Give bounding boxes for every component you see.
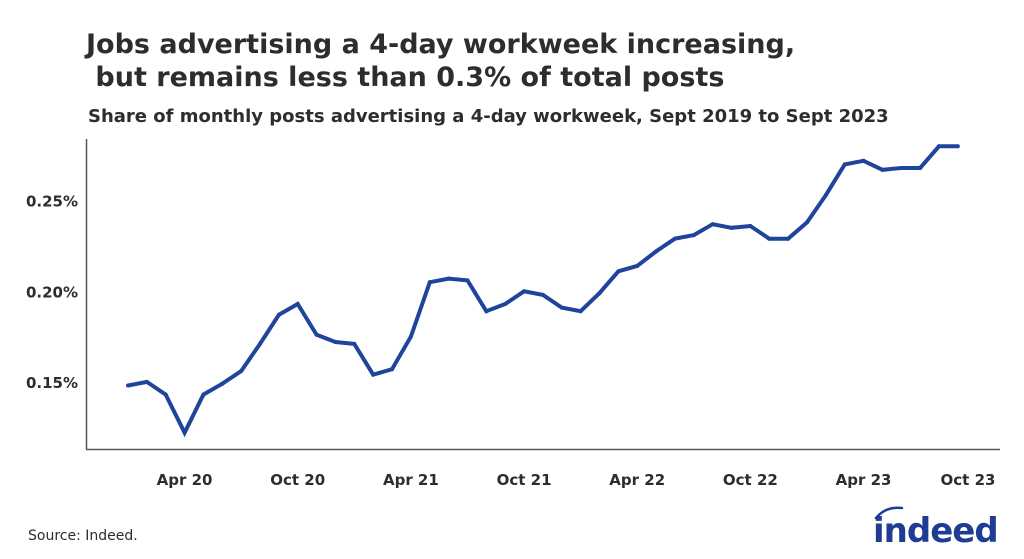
data-point-2021-02 [371,372,376,377]
data-point-2022-12 [786,236,791,241]
data-point-2020-02 [144,379,149,384]
data-point-2023-07 [918,166,923,171]
svg-text:indeed: indeed [873,511,998,548]
data-point-2023-01 [804,220,809,225]
data-point-2021-03 [390,367,395,372]
data-point-2020-09 [276,312,281,317]
data-point-2022-11 [767,236,772,241]
data-point-2021-11 [540,292,545,297]
x-tick-label: Apr 22 [609,471,665,489]
data-point-2020-12 [333,340,338,345]
data-point-2021-06 [446,276,451,281]
x-tick-label: Oct 23 [941,471,996,489]
chart-title: Jobs advertising a 4-day workweek increa… [86,29,796,93]
data-point-2020-04 [182,430,187,435]
data-point-2022-02 [597,291,602,296]
data-point-2021-10 [522,289,527,294]
data-point-2023-08 [936,144,941,149]
y-tick-label: 0.25% [26,193,78,211]
data-point-2022-07 [691,233,696,238]
indeed-logo: indeed [873,506,999,548]
data-point-2020-03 [163,392,168,397]
data-point-2022-09 [729,225,734,230]
data-point-2022-06 [672,236,677,241]
series-line [127,144,958,438]
data-point-2021-08 [484,309,489,314]
x-tick-label: Apr 20 [157,471,213,489]
data-point-2023-02 [823,193,828,198]
data-point-2022-03 [616,269,621,274]
data-point-2020-08 [258,341,263,346]
x-tick-label: Oct 22 [723,471,778,489]
x-tick-label: Apr 23 [836,471,892,489]
data-point-2022-01 [578,309,583,314]
data-point-2023-09 [955,144,960,149]
chart-subtitle: Share of monthly posts advertising a 4-d… [88,106,889,127]
x-tick-label: Oct 20 [270,471,325,489]
data-point-2022-10 [748,224,753,229]
data-point-2020-05 [201,392,206,397]
source-note: Source: Indeed. [28,528,138,544]
data-point-2021-05 [427,280,432,285]
data-point-2021-01 [352,341,357,346]
data-point-2020-01 [126,383,130,388]
data-point-2021-12 [559,305,564,310]
data-point-2020-07 [239,369,244,374]
data-point-2022-04 [635,263,640,268]
data-point-2023-06 [899,166,904,171]
data-point-2023-05 [880,167,885,172]
x-tick-label: Oct 21 [497,471,552,489]
data-point-2022-05 [654,249,659,254]
data-point-2021-09 [503,301,508,306]
data-point-2021-04 [408,334,413,339]
x-tick-label: Apr 21 [383,471,439,489]
data-point-2021-07 [465,278,470,283]
data-point-2020-11 [314,332,319,337]
data-point-2020-10 [295,301,300,306]
y-tick-label: 0.15% [26,374,78,392]
data-point-2023-04 [861,158,866,163]
data-point-2023-03 [842,162,847,167]
data-point-2022-08 [710,222,715,227]
y-tick-label: 0.20% [26,283,78,301]
data-point-2020-06 [220,381,225,386]
